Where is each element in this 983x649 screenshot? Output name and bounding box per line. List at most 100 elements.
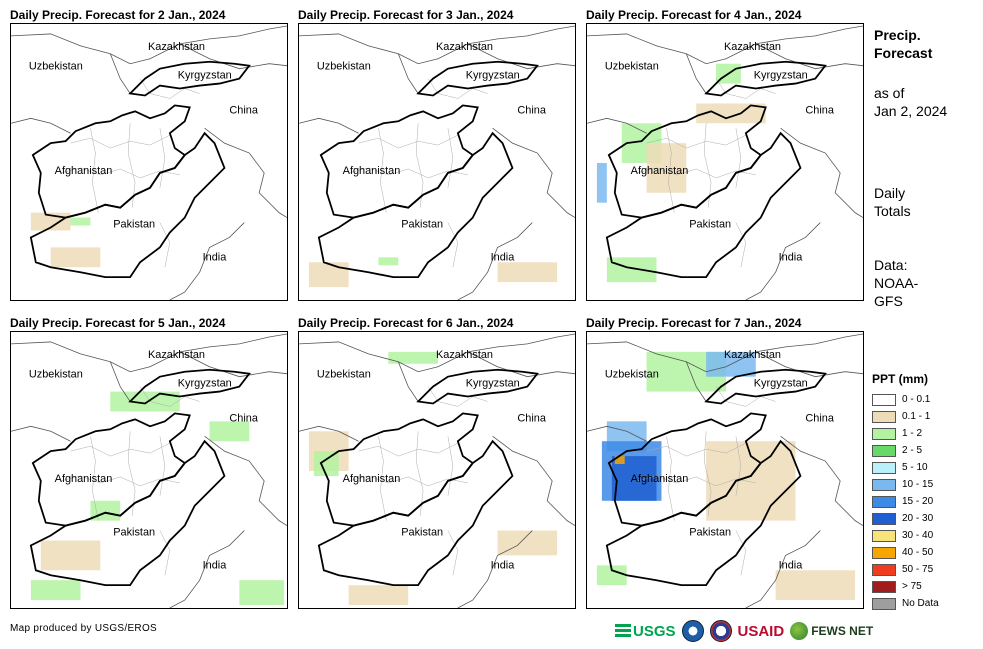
legend-label: No Data bbox=[902, 598, 939, 609]
map-frame: Kazakhstan Uzbekistan Kyrgyzstan China A… bbox=[298, 23, 576, 301]
map-svg: Kazakhstan Uzbekistan Kyrgyzstan China A… bbox=[11, 25, 287, 300]
precip-patch bbox=[239, 580, 285, 606]
precip-patch bbox=[348, 585, 409, 606]
legend-label: 1 - 2 bbox=[902, 428, 923, 439]
label-uzbekistan: Uzbekistan bbox=[605, 61, 659, 73]
fews-logo-text: FEWS NET bbox=[811, 624, 874, 638]
daily-totals: Daily Totals bbox=[874, 184, 911, 220]
daily-line1: Daily bbox=[874, 185, 906, 201]
side-title-line2: Forecast bbox=[874, 45, 933, 61]
legend-rows: 0 - 0.1 0.1 - 1 1 - 2 2 - 5 5 - 10 10 - 15 15 … bbox=[872, 391, 939, 612]
legend-item: > 75 bbox=[872, 578, 939, 595]
legend-label: 2 - 5 bbox=[902, 445, 923, 456]
label-afghanistan: Afghanistan bbox=[631, 165, 689, 177]
focus-borders bbox=[317, 368, 539, 587]
legend-swatch bbox=[872, 597, 896, 610]
map-svg: Kazakhstan Uzbekistan Kyrgyzstan China A… bbox=[587, 333, 863, 608]
label-kazakhstan: Kazakhstan bbox=[436, 349, 493, 361]
map-svg: Kazakhstan Uzbekistan Kyrgyzstan China A… bbox=[299, 25, 575, 300]
label-kazakhstan: Kazakhstan bbox=[436, 41, 493, 53]
precip-patch bbox=[313, 451, 339, 476]
legend-item: 5 - 10 bbox=[872, 459, 939, 476]
data-line2: NOAA- bbox=[874, 275, 919, 291]
as-of-line1: as of bbox=[874, 85, 905, 101]
label-india: India bbox=[203, 559, 228, 571]
label-pakistan: Pakistan bbox=[113, 527, 155, 539]
legend-label: 10 - 15 bbox=[902, 479, 934, 490]
map-frame: Kazakhstan Uzbekistan Kyrgyzstan China A… bbox=[10, 331, 288, 609]
map-frame: Kazakhstan Uzbekistan Kyrgyzstan China A… bbox=[10, 23, 288, 301]
precip-patch bbox=[50, 247, 101, 268]
country-borders bbox=[299, 333, 575, 608]
data-line3: GFS bbox=[874, 293, 903, 309]
legend-label: 40 - 50 bbox=[902, 547, 934, 558]
panel-title: Daily Precip. Forecast for 3 Jan., 2024 bbox=[298, 8, 514, 22]
legend-swatch bbox=[872, 529, 896, 542]
map-frame: Kazakhstan Uzbekistan Kyrgyzstan China A… bbox=[298, 331, 576, 609]
fews-logo: FEWS NET bbox=[790, 622, 873, 640]
precip-patch bbox=[596, 565, 627, 586]
focus-borders bbox=[317, 60, 539, 279]
ppt-legend: PPT (mm) 0 - 0.1 0.1 - 1 1 - 2 2 - 5 5 - 10 1… bbox=[872, 372, 939, 612]
usgs-wave-icon bbox=[615, 624, 631, 638]
precip-patch bbox=[706, 441, 796, 521]
legend-label: > 75 bbox=[902, 581, 922, 592]
label-afghanistan: Afghanistan bbox=[631, 473, 689, 485]
label-kyrgyzstan: Kyrgyzstan bbox=[178, 70, 232, 82]
focus-borders bbox=[29, 60, 251, 279]
legend-item: 2 - 5 bbox=[872, 442, 939, 459]
precip-layer bbox=[308, 257, 558, 288]
legend-item: No Data bbox=[872, 595, 939, 612]
precip-patch bbox=[646, 143, 687, 193]
map-frame: Kazakhstan Uzbekistan Kyrgyzstan China A… bbox=[586, 23, 864, 301]
precip-patch bbox=[596, 162, 607, 203]
label-afghanistan: Afghanistan bbox=[343, 473, 401, 485]
focus-borders bbox=[29, 368, 251, 587]
map-svg: Kazakhstan Uzbekistan Kyrgyzstan China A… bbox=[299, 333, 575, 608]
legend-swatch bbox=[872, 563, 896, 576]
legend-swatch bbox=[872, 444, 896, 457]
map-svg: Kazakhstan Uzbekistan Kyrgyzstan China A… bbox=[11, 333, 287, 608]
label-china: China bbox=[805, 104, 834, 116]
label-india: India bbox=[491, 559, 516, 571]
legend-item: 40 - 50 bbox=[872, 544, 939, 561]
legend-title: PPT (mm) bbox=[872, 372, 929, 386]
label-india: India bbox=[491, 251, 516, 263]
label-india: India bbox=[779, 559, 804, 571]
label-afghanistan: Afghanistan bbox=[343, 165, 401, 177]
label-india: India bbox=[203, 251, 228, 263]
precip-patch bbox=[497, 262, 558, 283]
side-title: Precip. Forecast bbox=[874, 26, 932, 62]
usgs-logo-text: USGS bbox=[633, 622, 676, 640]
legend-item: 50 - 75 bbox=[872, 561, 939, 578]
legend-item: 30 - 40 bbox=[872, 527, 939, 544]
label-china: China bbox=[229, 104, 258, 116]
label-pakistan: Pakistan bbox=[689, 527, 731, 539]
nasa-seal-icon bbox=[709, 620, 732, 642]
precip-patch bbox=[30, 580, 81, 601]
label-kazakhstan: Kazakhstan bbox=[724, 349, 781, 361]
legend-label: 20 - 30 bbox=[902, 513, 934, 524]
noaa-seal-icon bbox=[681, 620, 704, 642]
label-kyrgyzstan: Kyrgyzstan bbox=[466, 70, 520, 82]
legend-swatch bbox=[872, 478, 896, 491]
globe-icon bbox=[790, 622, 809, 640]
label-pakistan: Pakistan bbox=[113, 219, 155, 231]
label-pakistan: Pakistan bbox=[689, 219, 731, 231]
district-lines bbox=[60, 386, 200, 576]
label-afghanistan: Afghanistan bbox=[55, 165, 113, 177]
data-source: Data: NOAA- GFS bbox=[874, 256, 918, 310]
legend-label: 0 - 0.1 bbox=[902, 394, 931, 405]
label-china: China bbox=[517, 412, 546, 424]
logo-strip: USGS USAID FEWS NET bbox=[615, 618, 873, 644]
legend-swatch bbox=[872, 410, 896, 423]
precip-patch bbox=[606, 257, 657, 283]
label-kyrgyzstan: Kyrgyzstan bbox=[466, 378, 520, 390]
label-uzbekistan: Uzbekistan bbox=[317, 61, 371, 73]
legend-swatch bbox=[872, 461, 896, 474]
panel-title: Daily Precip. Forecast for 6 Jan., 2024 bbox=[298, 316, 514, 330]
map-svg: Kazakhstan Uzbekistan Kyrgyzstan China A… bbox=[587, 25, 863, 300]
legend-swatch bbox=[872, 546, 896, 559]
legend-swatch bbox=[872, 580, 896, 593]
precip-patch bbox=[614, 456, 625, 465]
